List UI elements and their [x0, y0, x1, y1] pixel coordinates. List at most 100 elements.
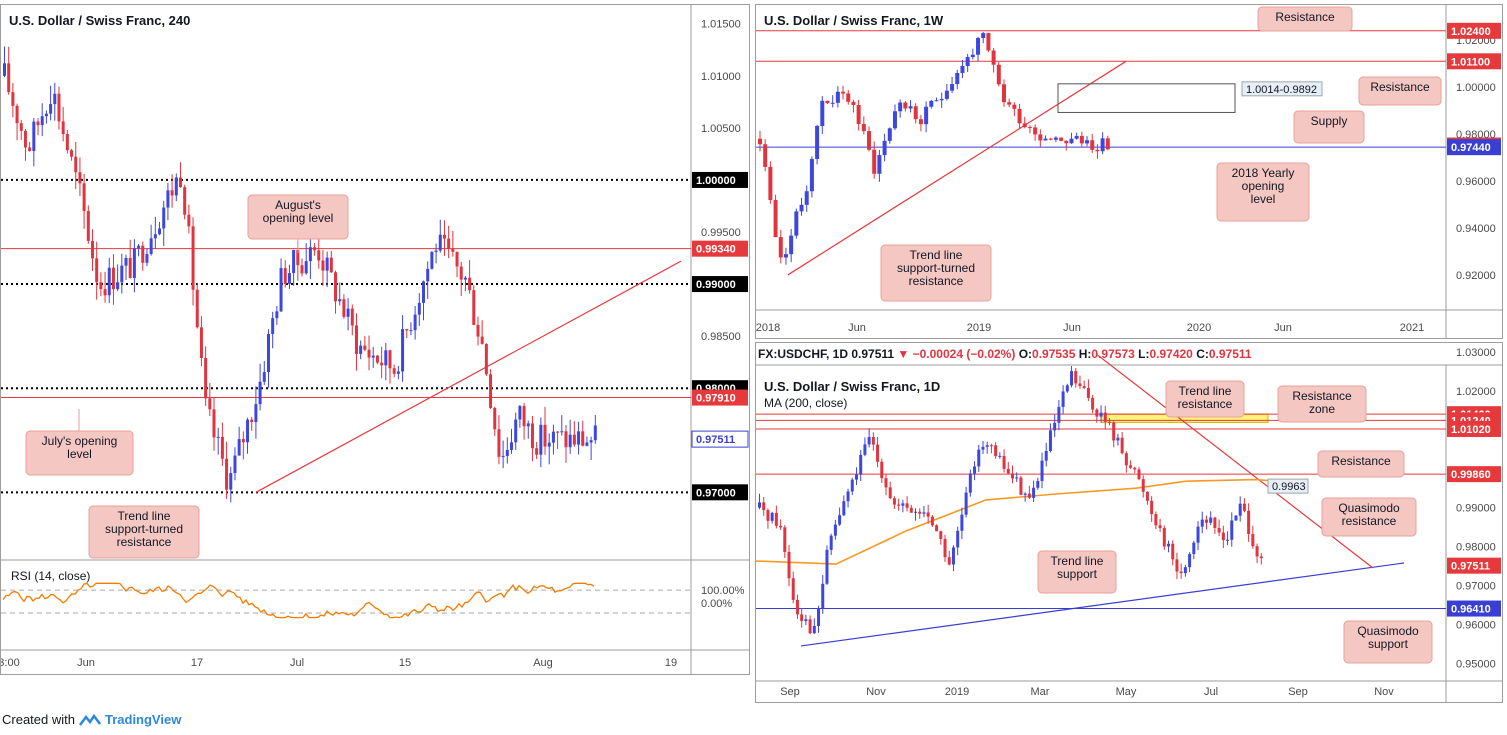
h4-candle — [589, 440, 593, 443]
w1-candle — [882, 140, 887, 156]
d1-candle — [766, 510, 770, 521]
d1-candle — [1095, 409, 1099, 417]
d1-candle — [901, 503, 905, 506]
h4-candle — [371, 355, 375, 358]
w1-label-trendline: support-turned — [897, 261, 975, 275]
h4-candle — [321, 260, 325, 271]
h4-candle — [111, 267, 115, 290]
w1-x-tick: Jun — [1063, 322, 1081, 334]
w1-candle — [918, 119, 923, 125]
d1-candle — [994, 445, 998, 457]
d1-ma-tag-bg — [1267, 478, 1309, 494]
w1-chart-svg[interactable]: U.S. Dollar / Swiss Franc, 1W1.020001.00… — [756, 5, 1502, 338]
w1-supply-box — [1057, 83, 1236, 113]
h4-rsi-tick: 0.00% — [701, 598, 732, 610]
h4-candle — [468, 277, 472, 291]
w1-candle — [960, 66, 965, 73]
w1-x-tick: 2018 — [756, 322, 780, 334]
w1-candle — [939, 98, 944, 101]
w1-candle — [913, 106, 918, 120]
h4-candle — [342, 299, 346, 317]
d1-candle — [1150, 500, 1154, 515]
d1-candle — [783, 527, 787, 552]
w1-x-tick: 2019 — [967, 322, 991, 334]
d1-label-trendline-res-box — [1165, 380, 1245, 418]
d1-candle — [1082, 386, 1086, 388]
h4-candle — [455, 251, 459, 267]
d1-chart-svg[interactable]: FX:USDCHF, 1D 0.97511 ▼ −0.00024 (−0.02%… — [755, 343, 1502, 702]
d1-trend-support — [800, 562, 1405, 647]
d1-candle — [1234, 515, 1238, 521]
h4-candle — [229, 473, 233, 490]
h4-candle — [426, 268, 430, 282]
d1-candle — [1158, 525, 1162, 529]
d1-candle — [964, 492, 968, 515]
w1-candle — [950, 84, 955, 91]
h4-candle — [422, 281, 426, 303]
d1-label-qm-support: Quasimodo — [1357, 624, 1419, 638]
d1-candle — [833, 524, 837, 536]
d1-candle — [1015, 477, 1019, 479]
h4-candle — [40, 116, 44, 126]
d1-candle — [1188, 554, 1192, 568]
d1-candle — [762, 502, 766, 511]
h4-candle — [74, 156, 78, 173]
h4-red-tag-bg — [692, 389, 748, 406]
h4-chart-panel[interactable]: U.S. Dollar / Swiss Franc, 240 1.01500 1.0… — [0, 4, 750, 675]
h4-x-tick: 3:00 — [1, 657, 20, 669]
w1-candle — [825, 100, 830, 104]
h4-candle — [405, 329, 409, 331]
w1-label-resistance-box — [1358, 76, 1442, 106]
h4-candle — [338, 299, 342, 302]
h4-candle — [254, 404, 258, 423]
w1-price-tag: 1.02400 — [1451, 26, 1491, 38]
h4-label-august: August's — [275, 198, 321, 212]
h4-candle — [304, 261, 308, 274]
h4-candle — [568, 434, 572, 448]
w1-candle — [976, 38, 981, 55]
d1-label-trendline-res: resistance — [1178, 397, 1233, 411]
w1-candle — [1048, 138, 1053, 140]
h4-y-tick: 1.00500 — [701, 123, 741, 135]
h4-candle — [53, 93, 57, 105]
d1-candle — [985, 445, 989, 447]
d1-candle — [1057, 406, 1061, 423]
d1-candle — [1091, 397, 1095, 410]
h4-chart-svg[interactable]: U.S. Dollar / Swiss Franc, 240 1.01500 1.0… — [0, 5, 749, 674]
w1-candle — [758, 138, 762, 145]
h4-candle — [36, 121, 40, 126]
h4-candle — [65, 133, 69, 151]
w1-label-yearly: 2018 Yearly — [1232, 166, 1295, 180]
h4-candle — [271, 318, 275, 334]
h4-candle — [551, 431, 555, 443]
h4-candle — [195, 289, 199, 328]
w1-chart-panel[interactable]: U.S. Dollar / Swiss Franc, 1W 1.02000 1.00… — [755, 4, 1503, 339]
d1-x-tick: Nov — [866, 686, 886, 698]
w1-candle — [804, 191, 809, 205]
d1-y-tick: 0.97000 — [1456, 581, 1496, 593]
d1-candle — [1221, 532, 1225, 541]
d1-candle — [1179, 571, 1183, 574]
d1-x-tick: Sep — [1288, 686, 1308, 698]
h4-candle — [543, 424, 547, 447]
d1-label-qm-res-box — [1321, 497, 1417, 537]
d1-candle — [1259, 556, 1263, 559]
d1-candle — [951, 547, 955, 565]
h4-candle — [237, 439, 241, 456]
d1-x-tick: Jul — [1204, 686, 1218, 698]
h4-label-trendline-box — [88, 505, 200, 559]
h4-candle — [279, 268, 283, 312]
w1-candle — [1017, 108, 1022, 124]
d1-candle — [1002, 455, 1006, 469]
w1-candle — [944, 90, 949, 99]
h4-candle — [434, 250, 438, 252]
d1-candle — [795, 599, 799, 615]
d1-chart-panel[interactable]: FX:USDCHF, 1D 0.97511 ▼ −0.00024 (−0.02%… — [755, 342, 1503, 703]
d1-candle — [1070, 371, 1074, 386]
w1-candle — [1038, 134, 1043, 141]
w1-candle — [1069, 138, 1074, 144]
d1-candle — [871, 436, 875, 445]
w1-candle — [773, 199, 778, 238]
w1-candle — [1043, 138, 1048, 141]
d1-y-tick: 0.95000 — [1456, 658, 1496, 670]
